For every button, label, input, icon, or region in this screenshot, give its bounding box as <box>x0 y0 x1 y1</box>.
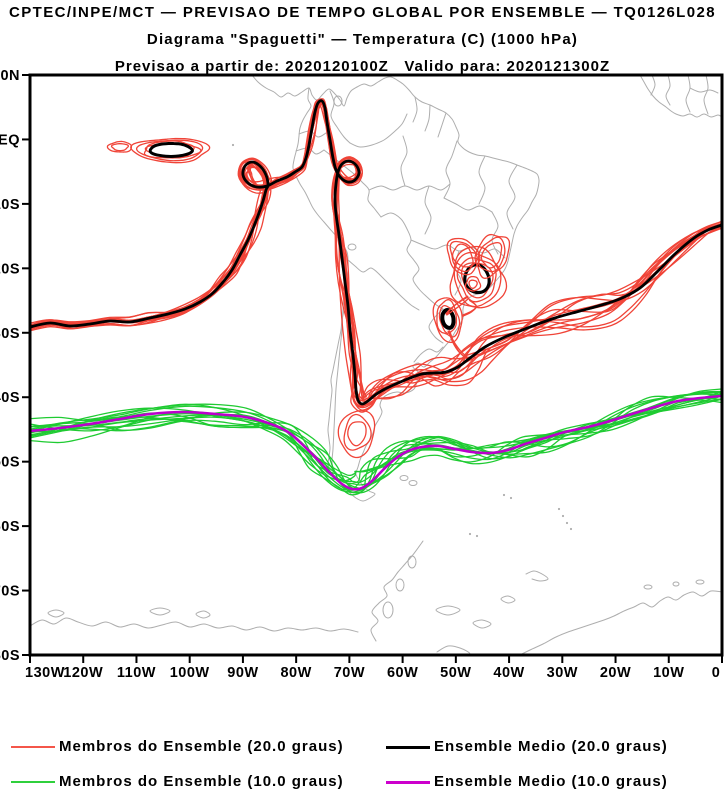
ensemble-members-20c <box>30 98 722 413</box>
legend-label-mean-10c: Ensemble Medio (10.0 graus) <box>434 773 668 790</box>
legend-label-members-20c: Membros do Ensemble (20.0 graus) <box>59 738 344 755</box>
legend-line-mean-10c <box>386 781 430 784</box>
legend-line-members-10c <box>11 781 55 783</box>
closed-contour-cells <box>106 137 511 459</box>
x-tick-label: 20W <box>600 665 631 681</box>
x-tick-label: 0 <box>712 665 721 681</box>
x-tick-label: 10W <box>653 665 684 681</box>
y-tick-label: 30S <box>0 326 20 342</box>
y-tick-label: 20S <box>0 261 20 277</box>
x-tick-label: 80W <box>280 665 311 681</box>
chart-subtitle: Diagrama "Spaguetti" — Temperatura (C) (… <box>146 31 579 48</box>
x-tick-label: 30W <box>547 665 578 681</box>
y-tick-label: EQ <box>0 132 20 148</box>
basemap-coastlines <box>30 75 722 655</box>
axis-ticks <box>22 74 723 663</box>
legend-row-10c: Membros do Ensemble (10.0 graus) Ensembl… <box>0 773 725 792</box>
y-tick-label: 10N <box>0 68 20 84</box>
y-tick-label: 50S <box>0 455 20 471</box>
y-tick-label: 10S <box>0 197 20 213</box>
legend-line-mean-20c <box>386 746 430 749</box>
y-tick-label: 40S <box>0 390 20 406</box>
legend-line-members-20c <box>11 746 55 748</box>
ensemble-mean-20c <box>30 99 722 406</box>
legend-label-mean-20c: Ensemble Medio (20.0 graus) <box>434 738 668 755</box>
x-tick-label: 70W <box>334 665 365 681</box>
y-tick-label: 80S <box>0 648 20 664</box>
ensemble-mean-10c <box>30 394 722 491</box>
y-tick-label: 70S <box>0 584 20 600</box>
x-tick-label: 130W <box>25 665 65 681</box>
y-tick-label: 60S <box>0 519 20 535</box>
map-frame <box>28 73 724 657</box>
legend-label-members-10c: Membros do Ensemble (10.0 graus) <box>59 773 344 790</box>
x-tick-label: 50W <box>440 665 471 681</box>
x-tick-label: 120W <box>63 665 103 681</box>
x-tick-label: 40W <box>493 665 524 681</box>
page-title: CPTEC/INPE/MCT — PREVISAO DE TEMPO GLOBA… <box>9 4 716 21</box>
x-tick-label: 90W <box>227 665 258 681</box>
x-tick-label: 60W <box>387 665 418 681</box>
x-tick-label: 100W <box>170 665 210 681</box>
x-tick-label: 110W <box>117 665 156 681</box>
forecast-dates: Previsao a partir de: 2020120100Z Valido… <box>114 58 611 75</box>
legend-row-20c: Membros do Ensemble (20.0 graus) Ensembl… <box>0 738 725 760</box>
